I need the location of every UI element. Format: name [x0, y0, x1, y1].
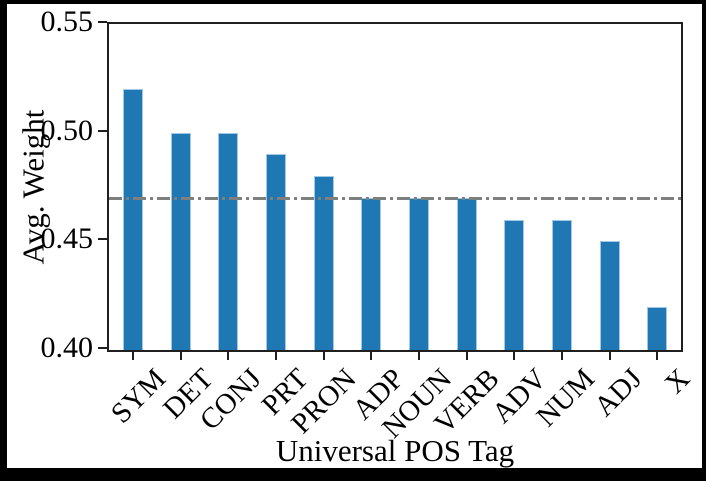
x-tick	[227, 352, 230, 360]
x-tick	[274, 352, 277, 360]
bar-PRT	[265, 154, 286, 350]
x-tick	[131, 352, 134, 360]
y-tick	[98, 130, 107, 132]
x-tick	[179, 352, 182, 360]
bar-X	[647, 306, 668, 350]
y-tick	[98, 238, 107, 240]
y-axis-title: Avg. Weight	[15, 109, 51, 265]
bar-SYM	[122, 89, 143, 350]
plot-area	[107, 22, 683, 352]
x-tick	[608, 352, 611, 360]
y-tick	[98, 21, 107, 23]
x-tick	[656, 352, 659, 360]
bar-PRON	[313, 176, 334, 350]
bar-NOUN	[408, 197, 429, 350]
y-tick-label: 0.55	[40, 5, 94, 38]
x-axis-title: Universal POS Tag	[275, 433, 515, 468]
y-tick	[98, 347, 107, 349]
y-tick-label: 0.50	[40, 114, 94, 147]
x-tick	[370, 352, 373, 360]
x-tick	[322, 352, 325, 360]
x-tick	[417, 352, 420, 360]
chart-canvas: 0.55 0.50 0.45 0.40 SYM DET CONJ PRT PRON ADP NOU…	[7, 4, 702, 468]
bar-CONJ	[218, 132, 239, 350]
x-tick-label-X: X	[658, 362, 697, 401]
bar-ADV	[504, 219, 525, 350]
x-tick	[513, 352, 516, 360]
bar-DET	[170, 132, 191, 350]
y-tick-label: 0.40	[40, 331, 94, 364]
bar-ADJ	[599, 241, 620, 350]
x-tick-label-ADJ: ADJ	[588, 362, 649, 423]
bar-NUM	[551, 219, 572, 350]
x-tick	[465, 352, 468, 360]
bar-ADP	[361, 197, 382, 350]
x-tick	[560, 352, 563, 360]
y-tick-label: 0.45	[40, 222, 94, 255]
bar-VERB	[456, 197, 477, 350]
reference-line	[109, 196, 681, 200]
